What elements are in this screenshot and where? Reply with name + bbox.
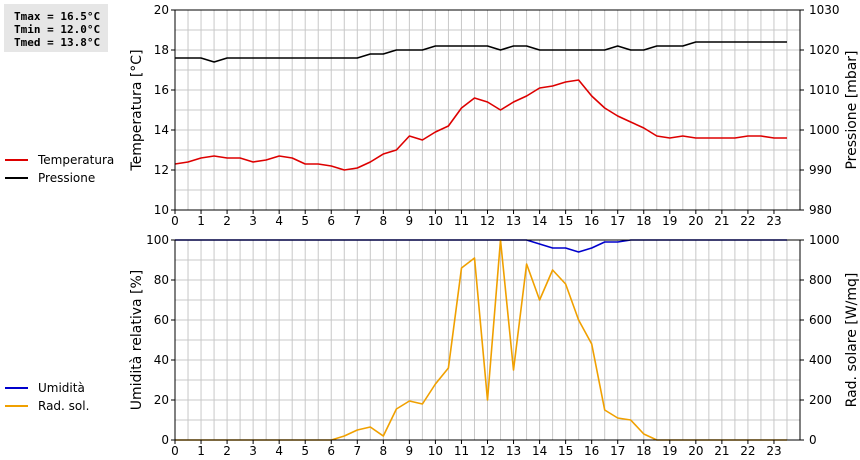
x-tick-label: 17 xyxy=(610,214,625,228)
x-tick-label: 7 xyxy=(353,214,361,228)
x-tick-label: 1 xyxy=(197,444,205,458)
y2-tick-label: 1020 xyxy=(809,43,840,57)
x-tick-label: 11 xyxy=(454,444,469,458)
x-tick-label: 22 xyxy=(740,444,755,458)
x-tick-label: 12 xyxy=(480,214,495,228)
x-tick-label: 4 xyxy=(275,214,283,228)
y-tick-label: 80 xyxy=(154,273,169,287)
x-tick-label: 5 xyxy=(301,214,309,228)
stats-box: Tmax = 16.5°C Tmin = 12.0°C Tmed = 13.8°C xyxy=(4,4,108,52)
x-tick-label: 17 xyxy=(610,444,625,458)
x-tick-label: 14 xyxy=(532,214,547,228)
y-tick-label: 18 xyxy=(154,43,169,57)
x-tick-label: 19 xyxy=(662,214,677,228)
x-tick-label: 1 xyxy=(197,214,205,228)
y2-tick-label: 400 xyxy=(809,353,832,367)
y-axis-label: Umidità relativa [%] xyxy=(129,270,145,411)
y2-axis-label: Pressione [mbar] xyxy=(844,50,860,169)
x-tick-label: 6 xyxy=(327,214,335,228)
tmax-stat: Tmax = 16.5°C xyxy=(14,10,101,23)
y-tick-label: 14 xyxy=(154,123,169,137)
x-tick-label: 0 xyxy=(171,214,179,228)
x-tick-label: 11 xyxy=(454,214,469,228)
x-tick-label: 0 xyxy=(171,444,179,458)
tmin-stat: Tmin = 12.0°C xyxy=(14,23,101,36)
legend-label: Pressione xyxy=(38,171,95,185)
x-tick-label: 7 xyxy=(353,444,361,458)
y-tick-label: 0 xyxy=(161,433,169,447)
x-tick-label: 2 xyxy=(223,214,231,228)
x-tick-label: 4 xyxy=(275,444,283,458)
y-tick-label: 100 xyxy=(146,233,169,247)
x-tick-label: 13 xyxy=(506,444,521,458)
y-tick-label: 16 xyxy=(154,83,169,97)
legend-bottom: Umidità Rad. sol. xyxy=(5,381,89,413)
y-tick-label: 20 xyxy=(154,3,169,17)
x-tick-label: 10 xyxy=(428,214,443,228)
temperature-pressure-chart: 0 1 2 3 4 5 6 7 8 9 10 11 12 13 14 15 16 17 18 19 20 21 22 2310… xyxy=(129,3,860,228)
x-tick-label: 13 xyxy=(506,214,521,228)
y-tick-label: 40 xyxy=(154,353,169,367)
tmed-stat: Tmed = 13.8°C xyxy=(14,36,101,49)
x-tick-label: 15 xyxy=(558,214,573,228)
series-line-0 xyxy=(175,239,787,253)
y2-tick-label: 980 xyxy=(809,203,832,217)
legend-label: Rad. sol. xyxy=(38,399,89,413)
legend-label: Temperatura xyxy=(37,153,114,167)
x-tick-label: 12 xyxy=(480,444,495,458)
y-tick-label: 10 xyxy=(154,203,169,217)
x-tick-label: 3 xyxy=(249,444,257,458)
x-tick-label: 10 xyxy=(428,444,443,458)
x-tick-label: 16 xyxy=(584,214,599,228)
x-tick-label: 8 xyxy=(380,214,388,228)
y2-tick-label: 0 xyxy=(809,433,817,447)
y2-tick-label: 1030 xyxy=(809,3,840,17)
series-line-1 xyxy=(175,41,787,63)
y2-tick-label: 990 xyxy=(809,163,832,177)
humidity-radiation-chart: 0 1 2 3 4 5 6 7 8 9 10 11 12 13 14 15 16 17 18 19 20 21 22 2302… xyxy=(129,233,860,458)
x-tick-label: 18 xyxy=(636,214,651,228)
y2-tick-label: 1000 xyxy=(809,123,840,137)
x-tick-label: 5 xyxy=(301,444,309,458)
y2-tick-label: 200 xyxy=(809,393,832,407)
y2-tick-label: 1010 xyxy=(809,83,840,97)
y-tick-label: 12 xyxy=(154,163,169,177)
x-tick-label: 3 xyxy=(249,214,257,228)
y2-tick-label: 800 xyxy=(809,273,832,287)
y-tick-label: 20 xyxy=(154,393,169,407)
x-tick-label: 8 xyxy=(380,444,388,458)
x-tick-label: 15 xyxy=(558,444,573,458)
legend-label: Umidità xyxy=(38,381,85,395)
x-tick-label: 23 xyxy=(766,214,781,228)
x-tick-label: 21 xyxy=(714,214,729,228)
y2-tick-label: 600 xyxy=(809,313,832,327)
y-tick-label: 60 xyxy=(154,313,169,327)
x-tick-label: 14 xyxy=(532,444,547,458)
x-tick-label: 2 xyxy=(223,444,231,458)
x-tick-label: 16 xyxy=(584,444,599,458)
series-line-0 xyxy=(174,79,787,171)
x-tick-label: 9 xyxy=(406,444,414,458)
x-tick-label: 20 xyxy=(688,444,703,458)
x-tick-label: 22 xyxy=(740,214,755,228)
x-tick-label: 9 xyxy=(406,214,414,228)
x-tick-label: 19 xyxy=(662,444,677,458)
y-axis-label: Temperatura [°C] xyxy=(129,49,145,171)
x-tick-label: 21 xyxy=(714,444,729,458)
x-tick-label: 6 xyxy=(327,444,335,458)
x-tick-label: 18 xyxy=(636,444,651,458)
legend-top: Temperatura Pressione xyxy=(5,153,114,185)
x-tick-label: 20 xyxy=(688,214,703,228)
x-tick-label: 23 xyxy=(766,444,781,458)
y2-tick-label: 1000 xyxy=(809,233,840,247)
y2-axis-label: Rad. solare [W/mq] xyxy=(844,273,860,408)
